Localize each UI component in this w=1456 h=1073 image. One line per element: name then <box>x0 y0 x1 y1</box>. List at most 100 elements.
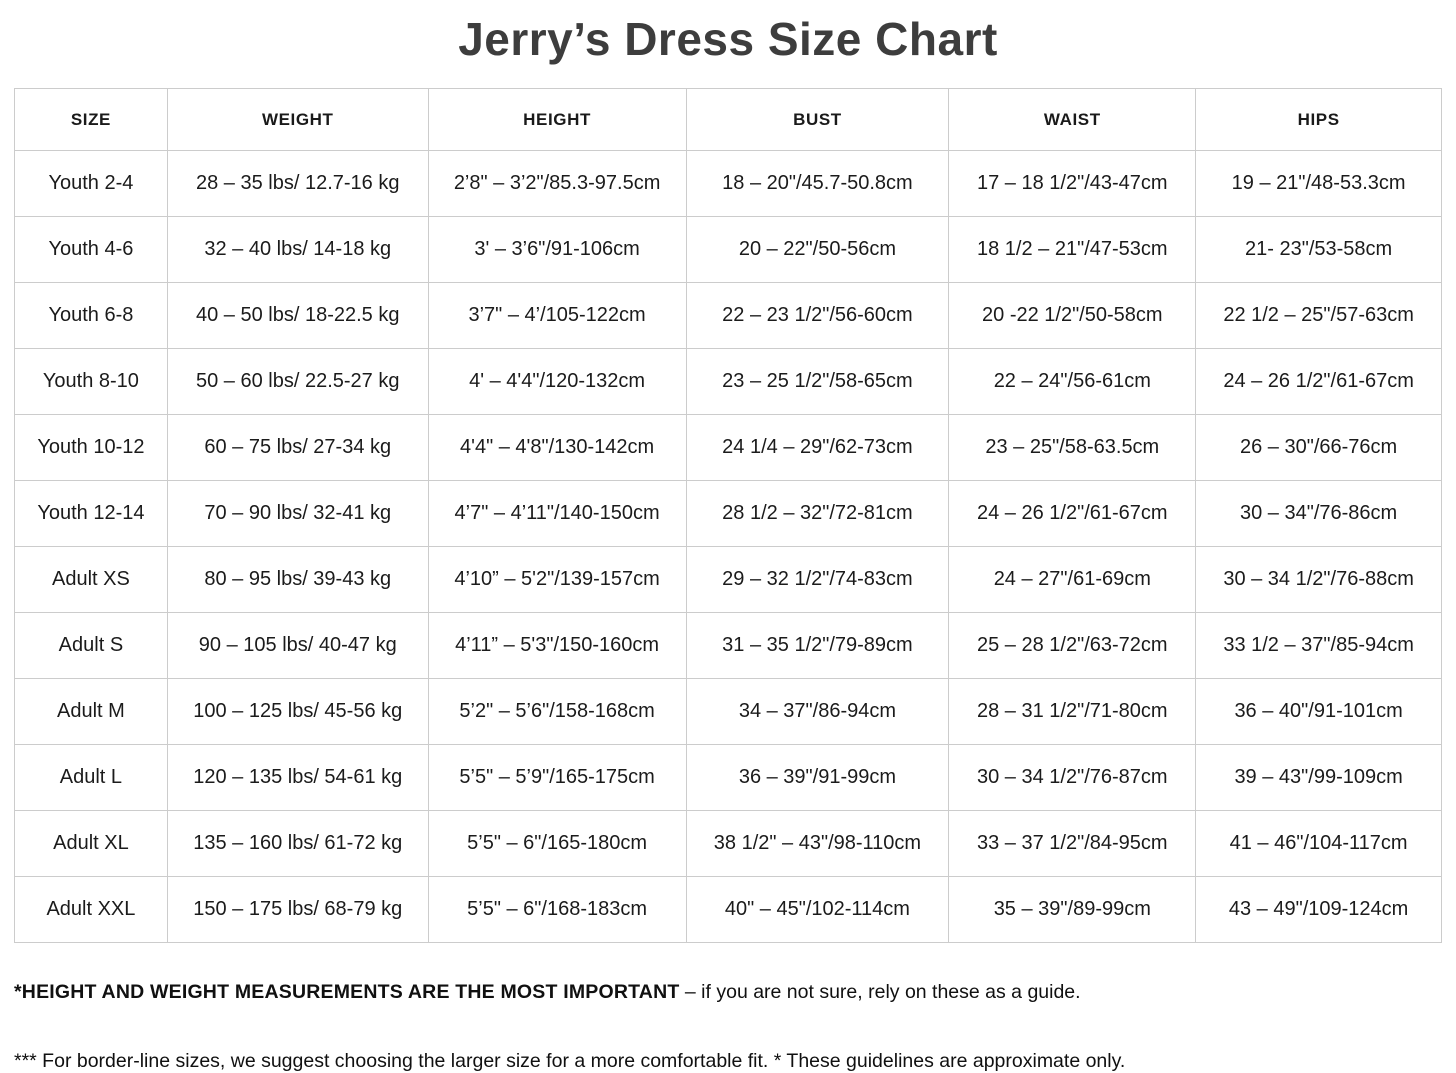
table-cell: 23 – 25"/58-63.5cm <box>948 414 1197 481</box>
table-cell: 32 – 40 lbs/ 14-18 kg <box>166 216 429 283</box>
table-cell: Adult XS <box>14 546 168 613</box>
table-row: Youth 12-14 70 – 90 lbs/ 32-41 kg 4’7" – 4… <box>14 480 1442 547</box>
table-cell: 4’11” – 5'3"/150-160cm <box>427 612 687 679</box>
table-cell: 24 – 26 1/2"/61-67cm <box>948 480 1197 547</box>
column-header-hips: HIPS <box>1195 88 1442 151</box>
table-cell: 31 – 35 1/2"/79-89cm <box>685 612 950 679</box>
table-cell: 70 – 90 lbs/ 32-41 kg <box>166 480 429 547</box>
table-cell: Youth 10-12 <box>14 414 168 481</box>
table-cell: 30 – 34"/76-86cm <box>1195 480 1442 547</box>
table-row: Adult XXL 150 – 175 lbs/ 68-79 kg 5’5" – 6… <box>14 876 1442 943</box>
table-row: Adult XL 135 – 160 lbs/ 61-72 kg 5’5" – 6"… <box>14 810 1442 877</box>
table-cell: 20 -22 1/2"/50-58cm <box>948 282 1197 349</box>
table-cell: 3' – 3’6"/91-106cm <box>427 216 687 283</box>
table-cell: 150 – 175 lbs/ 68-79 kg <box>166 876 429 943</box>
table-cell: 40" – 45"/102-114cm <box>685 876 950 943</box>
table-cell: 25 – 28 1/2"/63-72cm <box>948 612 1197 679</box>
table-body: Youth 2-4 28 – 35 lbs/ 12.7-16 kg 2’8" – 3… <box>14 150 1442 943</box>
table-row: Adult XS 80 – 95 lbs/ 39-43 kg 4’10” – 5'2… <box>14 546 1442 613</box>
table-cell: 41 – 46"/104-117cm <box>1195 810 1442 877</box>
table-cell: 4'4" – 4'8"/130-142cm <box>427 414 687 481</box>
table-cell: 22 – 24"/56-61cm <box>948 348 1197 415</box>
table-cell: 19 – 21"/48-53.3cm <box>1195 150 1442 217</box>
table-row: Adult L 120 – 135 lbs/ 54-61 kg 5’5" – 5’9… <box>14 744 1442 811</box>
table-cell: 22 1/2 – 25"/57-63cm <box>1195 282 1442 349</box>
table-row: Youth 10-12 60 – 75 lbs/ 27-34 kg 4'4" – 4… <box>14 414 1442 481</box>
table-cell: 40 – 50 lbs/ 18-22.5 kg <box>166 282 429 349</box>
footnotes: *HEIGHT AND WEIGHT MEASUREMENTS ARE THE … <box>14 943 1442 1073</box>
table-cell: 33 – 37 1/2"/84-95cm <box>948 810 1197 877</box>
table-cell: 5’2" – 5’6"/158-168cm <box>427 678 687 745</box>
column-header-waist: WAIST <box>948 88 1197 151</box>
table-cell: 28 – 31 1/2"/71-80cm <box>948 678 1197 745</box>
table-cell: 24 1/4 – 29"/62-73cm <box>685 414 950 481</box>
column-header-bust: BUST <box>685 88 950 151</box>
table-cell: Youth 4-6 <box>14 216 168 283</box>
table-row: Youth 8-10 50 – 60 lbs/ 22.5-27 kg 4' – 4'… <box>14 348 1442 415</box>
table-cell: 24 – 27"/61-69cm <box>948 546 1197 613</box>
table-cell: 33 1/2 – 37"/85-94cm <box>1195 612 1442 679</box>
table-cell: 23 – 25 1/2"/58-65cm <box>685 348 950 415</box>
table-cell: 30 – 34 1/2"/76-88cm <box>1195 546 1442 613</box>
column-header-height: HEIGHT <box>427 88 687 151</box>
table-cell: 43 – 49"/109-124cm <box>1195 876 1442 943</box>
table-cell: 34 – 37"/86-94cm <box>685 678 950 745</box>
table-cell: Youth 6-8 <box>14 282 168 349</box>
table-cell: 50 – 60 lbs/ 22.5-27 kg <box>166 348 429 415</box>
table-cell: 18 1/2 – 21"/47-53cm <box>948 216 1197 283</box>
table-cell: 29 – 32 1/2"/74-83cm <box>685 546 950 613</box>
table-cell: 5’5" – 5’9"/165-175cm <box>427 744 687 811</box>
table-cell: 135 – 160 lbs/ 61-72 kg <box>166 810 429 877</box>
table-row: Youth 6-8 40 – 50 lbs/ 18-22.5 kg 3’7" – 4… <box>14 282 1442 349</box>
header-row: SIZE WEIGHT HEIGHT BUST WAIST HIPS <box>14 88 1442 151</box>
size-chart-table: SIZE WEIGHT HEIGHT BUST WAIST HIPS Youth… <box>14 88 1442 943</box>
table-cell: 38 1/2" – 43"/98-110cm <box>685 810 950 877</box>
table-header: SIZE WEIGHT HEIGHT BUST WAIST HIPS <box>14 88 1442 151</box>
table-cell: 20 – 22"/50-56cm <box>685 216 950 283</box>
table-cell: 4’7" – 4’11"/140-150cm <box>427 480 687 547</box>
column-header-weight: WEIGHT <box>166 88 429 151</box>
table-cell: Youth 12-14 <box>14 480 168 547</box>
table-cell: 39 – 43"/99-109cm <box>1195 744 1442 811</box>
table-row: Youth 2-4 28 – 35 lbs/ 12.7-16 kg 2’8" – 3… <box>14 150 1442 217</box>
table-cell: 36 – 39"/91-99cm <box>685 744 950 811</box>
table-cell: Adult L <box>14 744 168 811</box>
table-cell: Adult XXL <box>14 876 168 943</box>
table-cell: 28 1/2 – 32"/72-81cm <box>685 480 950 547</box>
footnote-borderline: *** For border-line sizes, we suggest ch… <box>14 1050 1126 1072</box>
table-cell: 24 – 26 1/2"/61-67cm <box>1195 348 1442 415</box>
footnote-measurements: *HEIGHT AND WEIGHT MEASUREMENTS ARE THE … <box>14 943 1442 1004</box>
table-cell: 4' – 4'4"/120-132cm <box>427 348 687 415</box>
table-cell: 80 – 95 lbs/ 39-43 kg <box>166 546 429 613</box>
table-cell: 35 – 39"/89-99cm <box>948 876 1197 943</box>
table-cell: Adult M <box>14 678 168 745</box>
table-cell: Youth 8-10 <box>14 348 168 415</box>
footnote-measurements-bold: *HEIGHT AND WEIGHT MEASUREMENTS ARE THE … <box>14 981 680 1003</box>
table-row: Adult S 90 – 105 lbs/ 40-47 kg 4’11” – 5'3… <box>14 612 1442 679</box>
column-header-size: SIZE <box>14 88 168 151</box>
table-cell: 17 – 18 1/2"/43-47cm <box>948 150 1197 217</box>
table-cell: 3’7" – 4’/105-122cm <box>427 282 687 349</box>
table-cell: Adult XL <box>14 810 168 877</box>
table-cell: 120 – 135 lbs/ 54-61 kg <box>166 744 429 811</box>
table-cell: 30 – 34 1/2"/76-87cm <box>948 744 1197 811</box>
page-title: Jerry’s Dress Size Chart <box>458 13 998 65</box>
table-cell: 90 – 105 lbs/ 40-47 kg <box>166 612 429 679</box>
table-cell: 18 – 20"/45.7-50.8cm <box>685 150 950 217</box>
table-row: Adult M 100 – 125 lbs/ 45-56 kg 5’2" – 5’6… <box>14 678 1442 745</box>
table-row: Youth 4-6 32 – 40 lbs/ 14-18 kg 3' – 3’6"/… <box>14 216 1442 283</box>
table-cell: 60 – 75 lbs/ 27-34 kg <box>166 414 429 481</box>
table-cell: 28 – 35 lbs/ 12.7-16 kg <box>166 150 429 217</box>
table-cell: 21- 23"/53-58cm <box>1195 216 1442 283</box>
table-cell: 26 – 30"/66-76cm <box>1195 414 1442 481</box>
table-cell: Adult S <box>14 612 168 679</box>
table-cell: 5’5" – 6"/165-180cm <box>427 810 687 877</box>
table-cell: 22 – 23 1/2"/56-60cm <box>685 282 950 349</box>
table-cell: 100 – 125 lbs/ 45-56 kg <box>166 678 429 745</box>
table-cell: 5’5" – 6"/168-183cm <box>427 876 687 943</box>
table-cell: 2’8" – 3’2"/85.3-97.5cm <box>427 150 687 217</box>
table-cell: 36 – 40"/91-101cm <box>1195 678 1442 745</box>
table-cell: 4’10” – 5'2"/139-157cm <box>427 546 687 613</box>
footnote-measurements-rest: – if you are not sure, rely on these as … <box>679 981 1081 1003</box>
